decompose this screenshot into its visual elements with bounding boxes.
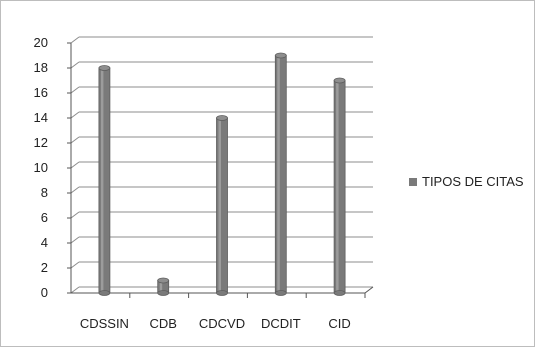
gridline-side xyxy=(70,236,80,244)
bar-top-cap xyxy=(98,65,111,71)
y-tick-label: 8 xyxy=(41,185,48,200)
label-layer: 0 2 4 6 8 10 12 14 16 18 20 CDSSIN CDB CDCVD DCDIT CID xyxy=(34,35,351,331)
bar-bottom-cap xyxy=(98,290,111,296)
y-tick-label: 0 xyxy=(41,285,48,300)
y-tick-label: 14 xyxy=(34,110,48,125)
y-tick-label: 6 xyxy=(41,210,48,225)
gridline-side xyxy=(70,36,80,44)
y-tick-label: 4 xyxy=(41,235,48,250)
bar-bottom-cap xyxy=(157,290,170,296)
bar-bottom-cap xyxy=(216,290,228,296)
bar-cid xyxy=(333,80,346,294)
x-tick-label: CID xyxy=(328,316,350,331)
gridline-side xyxy=(70,211,80,219)
x-tick-label: DCDIT xyxy=(261,316,301,331)
bar-top-cap xyxy=(274,52,287,59)
bar-bottom-cap xyxy=(333,290,346,296)
bar-highlight xyxy=(336,82,339,291)
y-tick-label: 10 xyxy=(34,160,48,175)
gridline-side xyxy=(70,161,80,169)
bar-top-cap xyxy=(333,77,346,84)
gridline-side xyxy=(70,286,80,294)
y-tick-label: 2 xyxy=(41,260,48,275)
bar-highlight xyxy=(100,70,104,291)
gridline-side xyxy=(70,186,80,194)
x-tick-label: CDCVD xyxy=(199,316,245,331)
legend-label: TIPOS DE CITAS xyxy=(422,174,524,189)
y-tick-label: 20 xyxy=(34,35,48,50)
y-tick-label: 16 xyxy=(34,85,48,100)
y-tick-label: 12 xyxy=(34,135,48,150)
bar-top-cap xyxy=(157,277,170,284)
bar-highlight xyxy=(159,282,163,291)
x-tick-label: CDB xyxy=(149,316,176,331)
gridline-side xyxy=(70,61,80,69)
bar-cdssin xyxy=(98,67,111,294)
gridline-side xyxy=(70,86,80,94)
bar-dcdit xyxy=(274,55,287,294)
legend-swatch xyxy=(409,178,417,186)
bar-top-cap xyxy=(216,115,228,121)
gridline-side xyxy=(70,136,80,144)
bar-layer xyxy=(98,52,346,296)
bar-highlight xyxy=(277,57,280,291)
legend: TIPOS DE CITAS xyxy=(409,174,524,189)
y-tick-label: 18 xyxy=(34,60,48,75)
x-axis-depth xyxy=(364,286,374,294)
bar-bottom-cap xyxy=(274,290,287,296)
gridline-side xyxy=(70,261,80,269)
x-tick-label: CDSSIN xyxy=(80,316,129,331)
gridline-side xyxy=(70,111,80,119)
bar-cdcvd xyxy=(216,117,228,294)
bar-highlight xyxy=(218,120,221,291)
